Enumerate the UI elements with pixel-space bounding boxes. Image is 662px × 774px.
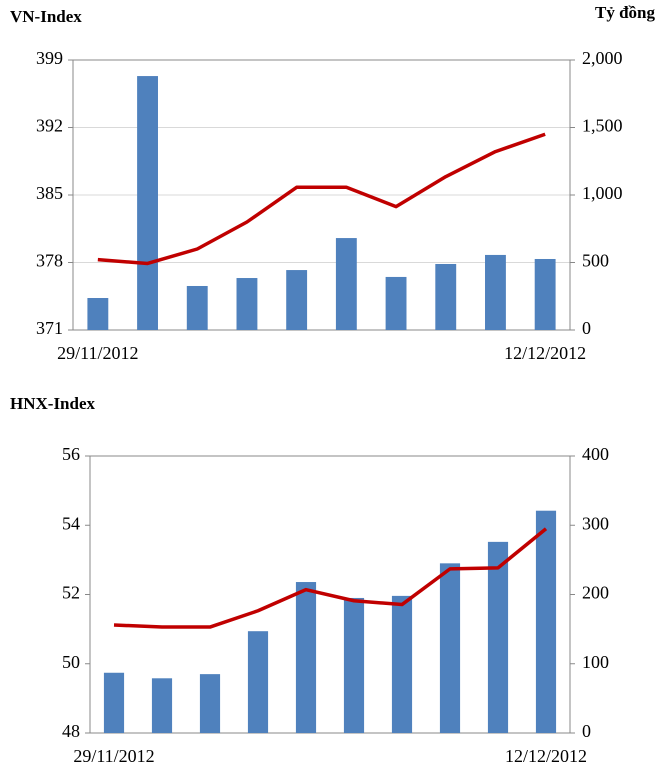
bar [137,76,158,330]
bar [286,270,308,330]
y-tick-label: 378 [36,251,63,271]
line [97,132,546,266]
chart-title: VN-Index [10,7,82,26]
bar [534,258,556,330]
y-tick-label: 50 [62,652,80,672]
bar [335,238,357,330]
y2-tick-label: 200 [582,583,609,603]
y2-tick-label: 100 [582,652,609,672]
bar [87,298,109,330]
bar [391,595,413,733]
bar [385,276,407,330]
bar [295,582,317,733]
bar [199,674,221,733]
y2-tick-label: 0 [582,318,591,338]
bar [435,263,457,330]
bar [247,631,269,733]
y-tick-label: 392 [36,116,63,136]
bar [186,285,208,330]
plot-frame [72,59,571,331]
bar [535,510,557,733]
y-tick-label: 56 [62,444,80,464]
y-tick-label: 48 [62,721,80,741]
y-tick-label: 52 [62,583,80,603]
bar [439,563,461,733]
y2-tick-label: 1,000 [582,183,623,203]
x-tick-label: 29/11/2012 [73,746,154,766]
y-tick-label: 54 [62,513,80,533]
line [113,527,548,629]
bar [485,254,506,330]
y-tick-label: 371 [36,318,63,338]
x-tick-label: 12/12/2012 [504,343,586,363]
bar [487,541,509,733]
y2-tick-label: 1,500 [582,116,623,136]
bar [343,597,365,733]
bar [236,278,258,330]
y2-axis-label: Tỷ đồng [595,3,655,22]
plot-frame [89,455,571,734]
bar [103,672,125,733]
chart-title: HNX-Index [10,394,96,413]
y-tick-label: 385 [36,183,63,203]
x-tick-label: 12/12/2012 [505,746,587,766]
y2-tick-label: 300 [582,513,609,533]
y-tick-label: 399 [36,48,63,68]
y2-tick-label: 400 [582,444,609,464]
y2-tick-label: 500 [582,251,609,271]
y2-tick-label: 0 [582,721,591,741]
x-tick-label: 29/11/2012 [57,343,138,363]
y2-tick-label: 2,000 [582,48,623,68]
bar [151,678,173,733]
